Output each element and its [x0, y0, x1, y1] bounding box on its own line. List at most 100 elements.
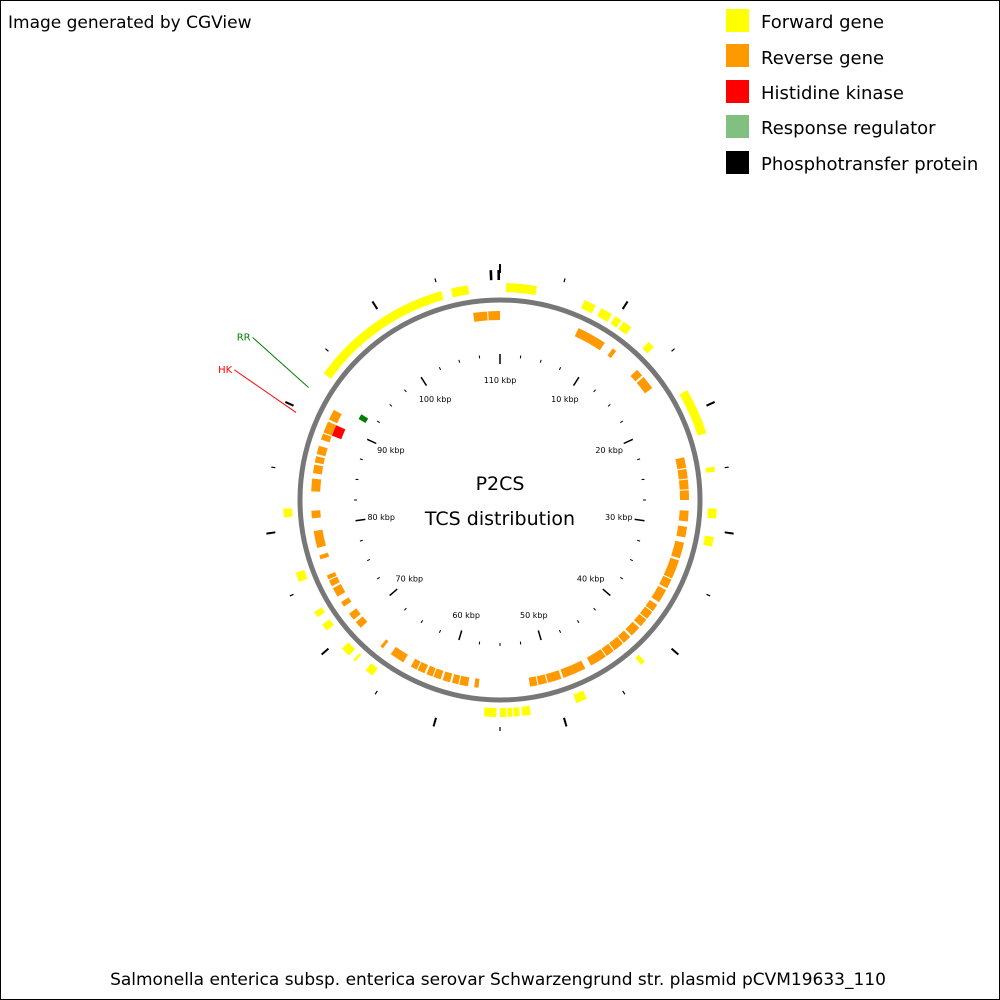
outer-tick: [325, 348, 329, 352]
outer-tick: [621, 300, 629, 310]
reverse-gene: [678, 510, 689, 522]
inner-tick: [558, 629, 562, 634]
inner-tick: [537, 630, 542, 641]
reverse-gene: [601, 643, 614, 657]
reverse-gene: [536, 674, 548, 686]
outer-tick: [434, 278, 437, 283]
forward-gene: [283, 508, 293, 518]
legend-swatch-rr: [726, 115, 749, 138]
outer-tick: [562, 717, 568, 727]
inner-tick: [359, 458, 363, 461]
histidine-kinase-gene: [331, 425, 346, 440]
inner-tick: [438, 366, 442, 371]
inner-tick: [607, 404, 611, 407]
inner-tick: [572, 376, 580, 386]
reverse-gene: [671, 540, 685, 559]
inner-tick: [438, 629, 442, 634]
reverse-gene: [323, 421, 337, 436]
reverse-gene: [433, 668, 444, 680]
inner-tick: [593, 607, 596, 611]
reverse-gene: [586, 649, 606, 666]
tcs-label: HK: [218, 365, 233, 376]
reverse-gene: [313, 529, 326, 549]
forward-gene: [597, 308, 613, 322]
tcs-label: RR: [237, 332, 251, 343]
reverse-gene: [488, 311, 500, 321]
outer-tick: [266, 531, 276, 535]
reverse-gene: [617, 630, 631, 643]
forward-gene: [573, 690, 587, 704]
forward-gene: [642, 341, 654, 354]
inner-tick: [623, 438, 634, 445]
reverse-gene: [314, 456, 325, 465]
outer-tick: [320, 647, 330, 656]
reverse-gene: [659, 575, 672, 589]
inner-tick: [359, 539, 363, 542]
reverse-gene: [312, 464, 324, 475]
inner-tick: [458, 359, 461, 363]
legend-label-forward: Forward gene: [761, 12, 884, 33]
inner-tick: [629, 558, 634, 562]
inner-tick: [620, 576, 624, 580]
inner-tick: [634, 518, 645, 522]
forward-gene: [513, 707, 520, 717]
inner-tick: [404, 389, 407, 393]
reverse-gene: [636, 377, 653, 394]
forward-gene: [500, 707, 507, 717]
legend-label-reverse: Reverse gene: [761, 48, 884, 69]
reverse-gene: [677, 468, 688, 480]
inner-ruler: [354, 354, 646, 646]
outer-tick: [271, 466, 276, 469]
inner-tick: [420, 620, 424, 624]
forward-gene: [322, 619, 334, 631]
inner-tick: [376, 576, 380, 580]
inner-tick: [558, 366, 562, 371]
reverse-gene: [320, 433, 332, 443]
reverse-gene: [625, 621, 640, 636]
inner-tick: [602, 588, 611, 597]
reverse-gene: [630, 369, 643, 382]
reverse-gene: [341, 597, 352, 607]
phosphotransfer-gene: [497, 270, 500, 281]
ruler-labels: 10 kbp 20 kbp 30 kbp 40 kbp 50 kbp 60 kbp 70 k…: [367, 376, 632, 620]
outer-tick: [622, 690, 626, 695]
legend-label-rr: Response regulator: [761, 118, 936, 139]
reverse-gene: [560, 660, 586, 679]
phosphotransfer-track: [489, 270, 500, 281]
outer-tick: [670, 647, 680, 656]
inner-tick: [420, 376, 428, 386]
reverse-gene: [633, 613, 647, 627]
ruler-label: 80 kbp: [367, 513, 395, 522]
ruler-label: 50 kbp: [520, 611, 548, 620]
ruler-label: 90 kbp: [377, 446, 405, 455]
forward-gene: [703, 535, 714, 547]
reverse-gene: [349, 608, 361, 620]
reverse-gene: [639, 606, 653, 619]
reverse-gene: [328, 576, 340, 587]
outer-tick: [374, 690, 378, 695]
tcs-leader-line: [252, 337, 309, 388]
outer-ruler: [266, 264, 734, 731]
response-regulator-gene: [358, 414, 369, 424]
inner-tick: [637, 458, 641, 461]
outer-tick: [671, 348, 675, 352]
forward-gene: [450, 285, 470, 298]
reverse-gene: [390, 646, 408, 663]
reverse-gene: [528, 676, 538, 687]
legend-label-phospho: Phosphotransfer protein: [761, 154, 978, 175]
reverse-gene: [651, 585, 667, 603]
forward-gene: [618, 321, 632, 335]
forward-gene: [635, 654, 645, 665]
legend-swatch-forward: [726, 9, 749, 32]
forward-gene: [507, 707, 513, 717]
inner-tick: [404, 607, 407, 611]
forward-gene: [610, 316, 622, 328]
inner-tick: [355, 518, 366, 522]
reverse-gene: [676, 525, 688, 538]
inner-tick: [620, 420, 624, 424]
cgview-credit: Image generated by CGView: [8, 13, 252, 33]
outer-tick: [289, 593, 294, 597]
outer-tick: [284, 401, 294, 407]
